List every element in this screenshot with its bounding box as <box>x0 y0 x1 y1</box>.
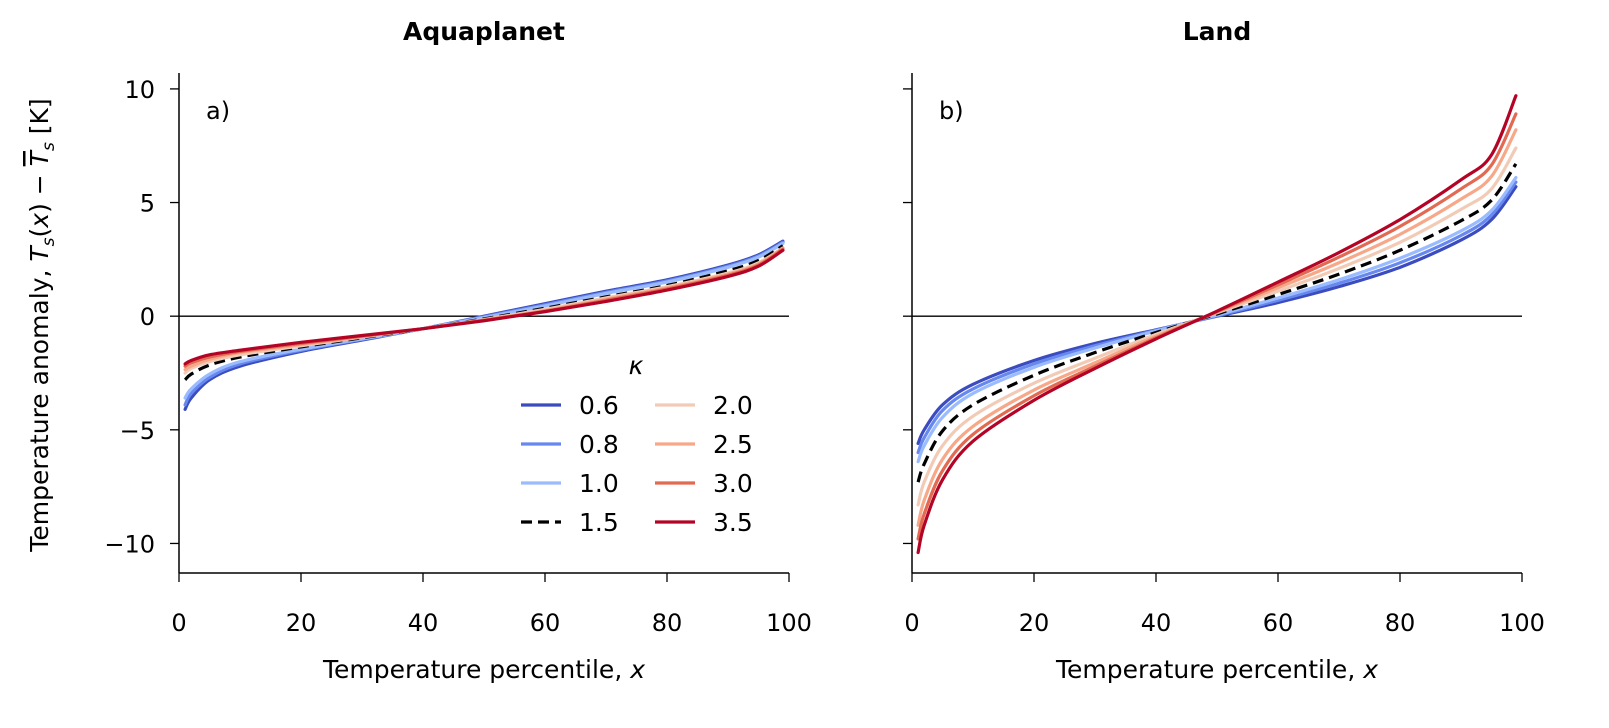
x-tick-label: 60 <box>1263 609 1294 637</box>
x-tick-label: 40 <box>1141 609 1172 637</box>
y-axis-label-arg: ( <box>25 228 54 238</box>
panel-label: a) <box>206 97 230 125</box>
x-tick-label: 100 <box>1499 609 1545 637</box>
x-tick-label: 80 <box>1385 609 1416 637</box>
panel-aquaplanet: Aquaplanet 0 20 40 60 80 100 10 5 0 −5 −10 Temperatu… <box>104 17 812 684</box>
x-axis-label-text: Temperature percentile, <box>1055 655 1363 684</box>
y-axis-label: Temperature anomaly, Ts(x) − Ts [K] <box>25 98 59 552</box>
legend-label-2.0: 2.0 <box>713 391 753 420</box>
y-axis-label-var: T <box>25 245 54 262</box>
series-line-2.5 <box>916 128 1518 527</box>
legend-label-1.5: 1.5 <box>579 508 619 537</box>
y-axis-label-x: x <box>25 213 54 229</box>
y-axis-label-sub: s <box>39 237 59 246</box>
legend-label-3.0: 3.0 <box>713 469 753 498</box>
series-line-3.5 <box>916 94 1518 555</box>
series-line-3.5 <box>183 248 785 366</box>
x-tick-label: 100 <box>766 609 812 637</box>
x-tick-label: 20 <box>286 609 317 637</box>
panel-label: b) <box>939 97 964 125</box>
x-tick-label: 0 <box>171 609 186 637</box>
x-tick-label: 0 <box>904 609 919 637</box>
x-tick-label: 20 <box>1019 609 1050 637</box>
panel-land: Land 0 20 40 60 80 100 Temperature percentile, … <box>903 17 1545 684</box>
x-axis-label: Temperature percentile, x <box>1055 655 1378 684</box>
y-axis-label-mean: T <box>25 149 54 166</box>
x-axis-label: Temperature percentile, x <box>322 655 645 684</box>
legend-label-0.8: 0.8 <box>579 430 619 459</box>
series-line-0.8 <box>183 240 785 407</box>
series-line-0.6 <box>183 239 785 411</box>
x-tick-label: 80 <box>652 609 683 637</box>
chart-title: Aquaplanet <box>403 17 565 46</box>
y-axis-label-minus: ) − <box>25 166 54 213</box>
x-axis-label-var: x <box>629 655 645 684</box>
legend-label-2.5: 2.5 <box>713 430 753 459</box>
series-line-3.0 <box>916 112 1518 541</box>
legend-label-1.0: 1.0 <box>579 469 619 498</box>
legend-label-0.6: 0.6 <box>579 391 619 420</box>
x-tick-label: 40 <box>408 609 439 637</box>
legend-title: κ <box>629 351 644 380</box>
series-line-1.5 <box>183 244 784 381</box>
x-tick-label: 60 <box>530 609 561 637</box>
chart-title: Land <box>1183 17 1252 46</box>
y-tick-label: 10 <box>124 76 155 104</box>
y-axis-label-text: Temperature anomaly, <box>25 262 54 553</box>
x-axis-label-var: x <box>1362 655 1378 684</box>
legend-label-3.5: 3.5 <box>713 508 753 537</box>
legend: κ 0.6 0.8 1.0 1.5 2.0 2.5 3.0 3.5 <box>521 351 753 537</box>
y-tick-label: −5 <box>120 417 155 445</box>
x-axis-label-text: Temperature percentile, <box>322 655 630 684</box>
y-tick-label: 5 <box>140 190 155 218</box>
y-axis-label-sub2: s <box>39 142 59 151</box>
y-tick-label: 0 <box>140 303 155 331</box>
y-tick-label: −10 <box>104 530 155 558</box>
y-axis-label-unit: [K] <box>25 98 54 142</box>
